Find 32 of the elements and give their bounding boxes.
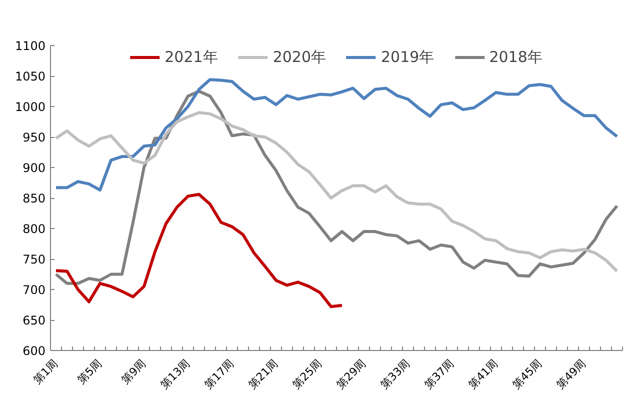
legend-label: 2019年: [381, 48, 434, 66]
y-tick-label: 1000: [14, 100, 46, 114]
legend-label: 2020年: [272, 48, 326, 66]
line-series: [54, 192, 344, 308]
y-tick-label: 1100: [14, 39, 46, 53]
x-tick-label: 第5周: [74, 356, 105, 387]
x-tick-label: 第45周: [510, 356, 545, 392]
x-tick-label: 第49周: [554, 356, 589, 392]
x-tick-label: 第33周: [378, 356, 413, 392]
y-tick-label: 1050: [14, 70, 46, 84]
x-tick-label: 第17周: [202, 356, 237, 392]
y-tick-label: 750: [22, 252, 46, 266]
legend-label: 2018年: [489, 48, 542, 66]
x-tick-label: 第41周: [466, 356, 501, 392]
line-series: [54, 78, 618, 192]
x-tick-label: 第1周: [30, 356, 61, 387]
line-series: [54, 90, 618, 285]
x-tick-label: 第13周: [158, 356, 193, 392]
x-tick-label: 第29周: [334, 356, 369, 392]
y-tick-label: 900: [22, 161, 46, 175]
x-tick-label: 第9周: [118, 356, 149, 387]
line-series: [54, 111, 618, 273]
y-tick-label: 650: [22, 314, 46, 328]
y-tick-label: 850: [22, 192, 46, 206]
legend-label: 2021年: [164, 48, 218, 66]
y-tick-label: 950: [22, 130, 46, 144]
x-tick-label: 第21周: [246, 356, 281, 392]
y-tick-label: 600: [22, 344, 46, 358]
y-tick-label: 700: [22, 283, 46, 297]
x-tick-label: 第37周: [422, 356, 457, 392]
x-tick-label: 第25周: [290, 356, 325, 392]
y-tick-label: 800: [22, 222, 46, 236]
